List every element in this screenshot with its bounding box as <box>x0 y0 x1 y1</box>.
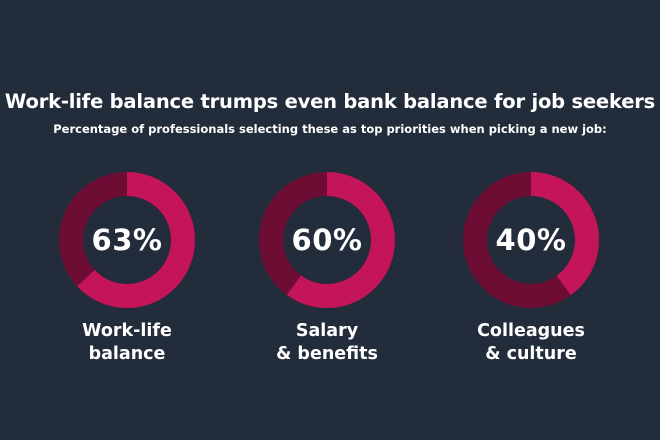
category-label-line: Salary <box>295 321 359 341</box>
chart-title: Work-life balance trumps even bank balan… <box>4 90 656 113</box>
chart-subtitle: Percentage of professionals selecting th… <box>53 122 607 136</box>
category-label-line: Colleagues <box>477 321 585 341</box>
donut-colleagues-culture: 40% <box>463 172 599 308</box>
donut-salary-benefits: 60% <box>259 172 395 308</box>
donut-chart-salary-benefits <box>259 172 395 308</box>
donut-category-label: Work-life balance <box>47 320 207 366</box>
category-label-line: & benefits <box>276 344 378 364</box>
category-label-line: balance <box>88 344 166 364</box>
donut-value-arc <box>259 172 395 308</box>
donut-work-life-balance: 63% <box>59 172 195 308</box>
category-label-line: & culture <box>485 344 577 364</box>
donut-chart-colleagues-culture <box>463 172 599 308</box>
donut-chart-work-life-balance <box>59 172 195 308</box>
donut-category-label: Colleagues & culture <box>451 320 611 366</box>
donut-category-label: Salary & benefits <box>247 320 407 366</box>
donut-value-label: 40% <box>495 223 567 257</box>
donut-value-arc <box>463 172 599 308</box>
donut-value-label: 60% <box>291 223 363 257</box>
donut-value-label: 63% <box>91 223 163 257</box>
category-label-line: Work-life <box>82 321 172 341</box>
donut-value-arc <box>59 172 195 308</box>
